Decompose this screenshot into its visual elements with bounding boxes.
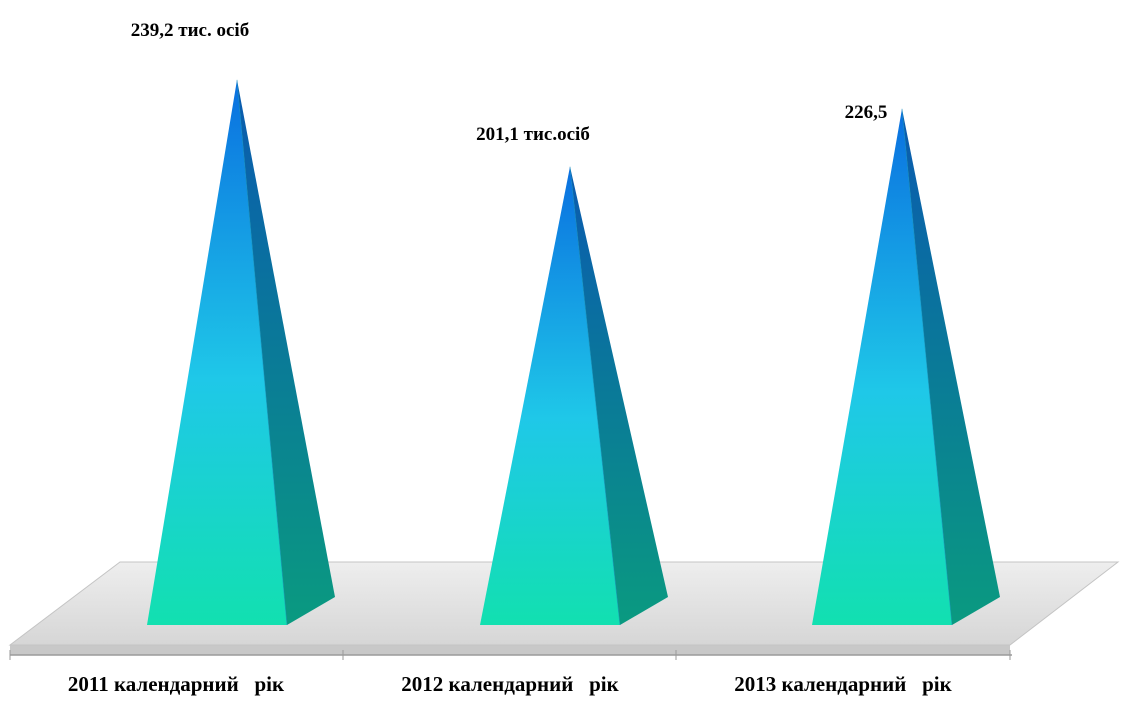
data-label-3: 226,5 [845,102,888,123]
x-tick-label-1: 2011 календарний рік [68,672,285,696]
pyramid-side-face [570,166,668,625]
data-label-2: 201,1 тис.осіб [476,124,590,145]
pyramid-bar-2 [480,166,668,626]
pyramid-edge [901,108,953,626]
pyramid-side-face [237,79,335,625]
x-tick-label-2: 2012 календарний рік [401,672,619,696]
pyramid-bar-3 [812,108,1000,626]
x-tick-label-3: 2013 календарний рік [734,672,952,696]
x-tick-labels: 2011 календарний рік 2012 календарний рік… [68,672,953,696]
pyramid-edge [236,79,288,626]
data-label-1: 239,2 тис. осіб [131,20,249,41]
pyramid-side-face [902,108,1000,626]
pyramid-edge [569,166,621,626]
pyramid-front-face [480,166,620,625]
x-axis [9,650,1012,660]
pyramid-front-face [812,108,952,626]
pyramid-front-face [147,79,287,625]
pyramids [147,79,1000,626]
pyramid-bar-1 [147,79,335,626]
data-labels: 239,2 тис. осіб 201,1 тис.осіб 226,5 [131,20,888,145]
